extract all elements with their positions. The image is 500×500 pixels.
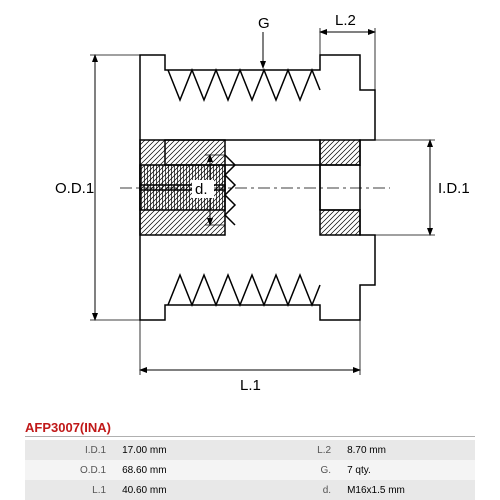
label-od1: O.D.1 <box>55 180 94 197</box>
title-underline <box>25 436 475 437</box>
label-l2: L.2 <box>335 12 356 29</box>
table-row: O.D.1 68.60 mm G. 7 qty. <box>25 460 475 480</box>
spec-label: d. <box>250 480 339 500</box>
spec-value: 8.70 mm <box>339 440 475 460</box>
spec-label: G. <box>250 460 339 480</box>
technical-drawing: O.D.1 I.D.1 L.1 L.2 G d. <box>20 10 480 410</box>
spec-value: M16x1.5 mm <box>339 480 475 500</box>
spec-label: O.D.1 <box>25 460 114 480</box>
spec-value: 40.60 mm <box>114 480 250 500</box>
spec-label: I.D.1 <box>25 440 114 460</box>
label-d: d. <box>195 181 208 198</box>
spec-label: L.2 <box>250 440 339 460</box>
spec-table: I.D.1 17.00 mm L.2 8.70 mm O.D.1 68.60 m… <box>25 440 475 500</box>
table-row: I.D.1 17.00 mm L.2 8.70 mm <box>25 440 475 460</box>
spec-label: L.1 <box>25 480 114 500</box>
spec-value: 68.60 mm <box>114 460 250 480</box>
label-id1: I.D.1 <box>438 180 470 197</box>
table-row: L.1 40.60 mm d. M16x1.5 mm <box>25 480 475 500</box>
label-g: G <box>258 15 270 32</box>
part-number: AFP3007(INA) <box>25 420 111 435</box>
spec-value: 7 qty. <box>339 460 475 480</box>
spec-value: 17.00 mm <box>114 440 250 460</box>
label-l1: L.1 <box>240 377 261 394</box>
